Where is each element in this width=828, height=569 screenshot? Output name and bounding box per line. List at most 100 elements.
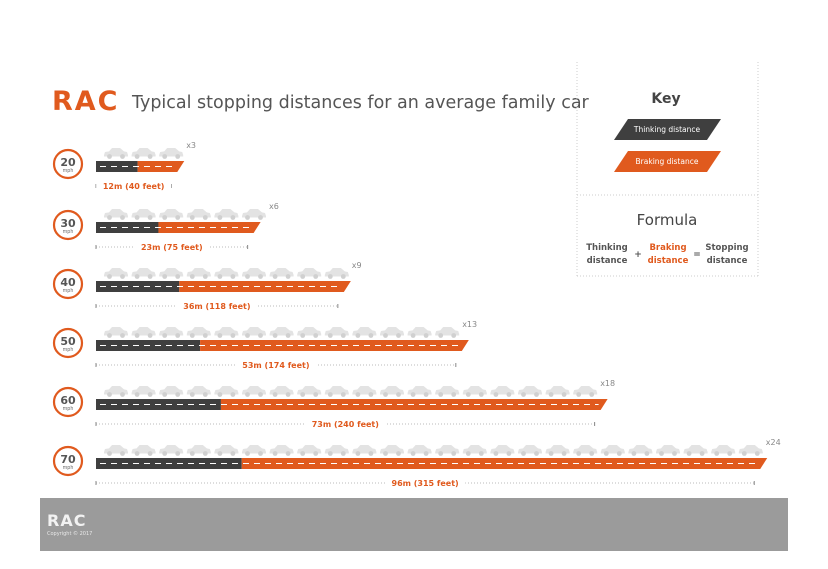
car-icon (324, 268, 349, 279)
car-wheel (340, 333, 346, 338)
car-wheel (258, 274, 263, 279)
car-wheel (202, 333, 208, 338)
car-wheel (258, 333, 263, 338)
car-icon (380, 445, 404, 456)
car-icon (490, 386, 515, 397)
car-wheel (383, 392, 388, 397)
car-wheel (120, 274, 125, 279)
car-wheel (258, 392, 263, 397)
car-wheel (202, 274, 208, 279)
car-wheel (438, 333, 444, 338)
formula-braking-line2: distance (648, 256, 689, 266)
speed-value: 60 (60, 394, 76, 407)
car-icon (214, 386, 239, 397)
car-wheel (438, 392, 444, 397)
car-wheel (147, 451, 153, 456)
car-icon (573, 386, 598, 397)
car-wheel (534, 451, 539, 456)
speed-unit: mph (63, 288, 74, 294)
car-icon (131, 209, 156, 220)
car-wheel (162, 215, 168, 220)
car-icon (435, 327, 460, 338)
formula-stopping-line2: distance (707, 256, 748, 266)
car-wheel (410, 333, 416, 338)
car-icon (545, 445, 570, 456)
speed-badge (52, 327, 84, 359)
car-wheel (672, 451, 677, 456)
car-wheel (230, 215, 236, 220)
car-icon (380, 386, 404, 397)
car-wheel (396, 392, 401, 397)
car-wheel (162, 451, 168, 456)
stopping-distance-label: 53m (174 feet) (242, 361, 309, 370)
car-icon (269, 268, 294, 279)
car-wheel (300, 333, 306, 338)
car-wheel (589, 392, 595, 397)
measure-label-bg (385, 477, 466, 489)
measure-label-bg (134, 241, 210, 253)
formula-stopping-line1: Stopping (705, 243, 748, 253)
speed-badge (52, 268, 84, 300)
car-wheel (465, 392, 471, 397)
speed-unit: mph (63, 347, 74, 353)
car-wheel (438, 451, 444, 456)
speed-badge (52, 209, 84, 241)
car-wheel (285, 333, 291, 338)
car-wheel (272, 274, 278, 279)
car-icon (490, 445, 515, 456)
braking-distance-bar (220, 399, 608, 410)
car-wheel (327, 392, 333, 397)
car-icon (159, 148, 184, 159)
car-multiplier: x13 (462, 320, 477, 329)
car-wheel (340, 451, 346, 456)
car-wheel (107, 154, 112, 159)
car-wheel (561, 451, 567, 456)
car-wheel (120, 154, 125, 159)
car-wheel (120, 392, 125, 397)
footer-bar: RAC Copyright © 2017 (40, 498, 788, 551)
car-wheel (368, 333, 374, 338)
car-wheel (410, 392, 416, 397)
braking-distance-bar (241, 458, 768, 469)
car-icon (159, 209, 184, 220)
car-icon (242, 268, 266, 279)
measure-label-bg (305, 418, 386, 430)
car-wheel (355, 392, 361, 397)
key-title: Key (651, 91, 680, 107)
speed-value: 70 (60, 453, 76, 466)
car-wheel (162, 392, 168, 397)
car-icon (297, 445, 322, 456)
car-icon (352, 386, 377, 397)
car-wheel (285, 274, 291, 279)
car-multiplier: x24 (766, 438, 781, 447)
car-icon (352, 327, 377, 338)
car-wheel (175, 392, 181, 397)
car-icon (242, 209, 266, 220)
car-wheel (313, 333, 319, 338)
car-wheel (217, 333, 223, 338)
car-multiplier: x6 (269, 202, 279, 211)
car-wheel (451, 333, 457, 338)
car-icon (462, 386, 487, 397)
key-thinking-swatch (614, 119, 721, 140)
car-icon (573, 445, 598, 456)
car-icon (628, 445, 653, 456)
car-wheel (631, 451, 637, 456)
car-icon (186, 327, 211, 338)
car-wheel (107, 215, 112, 220)
car-wheel (258, 215, 263, 220)
car-wheel (616, 451, 622, 456)
car-wheel (189, 451, 195, 456)
car-wheel (175, 274, 181, 279)
car-wheel (272, 392, 278, 397)
car-icon (214, 445, 239, 456)
car-wheel (147, 154, 153, 159)
car-icon (324, 445, 349, 456)
car-wheel (162, 154, 168, 159)
car-wheel (147, 333, 153, 338)
formula-braking-line1: Braking (649, 243, 686, 253)
car-wheel (603, 451, 609, 456)
car-icon (738, 445, 763, 456)
